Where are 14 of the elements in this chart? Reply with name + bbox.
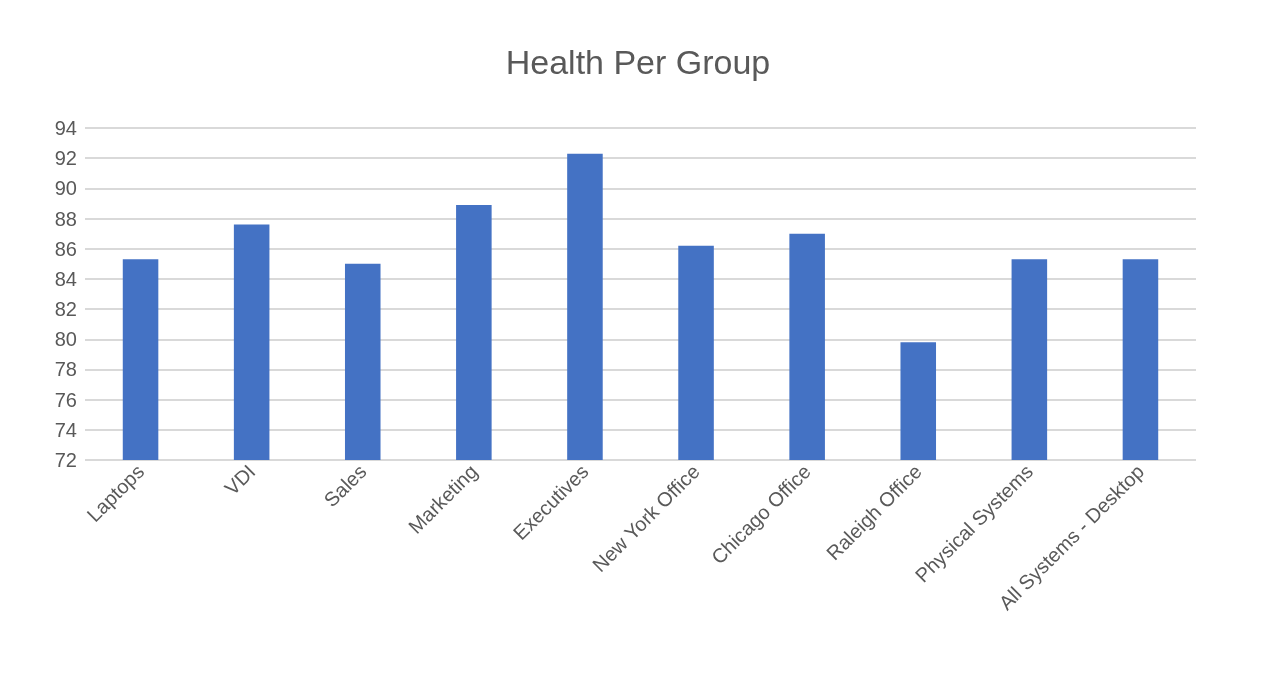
y-tick-label: 88 bbox=[54, 207, 77, 230]
y-tick-label: 86 bbox=[54, 237, 77, 260]
x-tick-label: VDI bbox=[220, 460, 260, 500]
y-tick-label: 94 bbox=[54, 117, 77, 139]
y-tick-label: 84 bbox=[54, 267, 77, 290]
y-tick-label: 76 bbox=[54, 388, 77, 411]
chart-title: Health Per Group bbox=[505, 43, 771, 81]
y-tick-label: 80 bbox=[54, 328, 77, 351]
y-tick-label: 72 bbox=[54, 449, 77, 471]
y-tick-label: 90 bbox=[54, 177, 77, 200]
y-tick-label: 78 bbox=[54, 358, 77, 381]
y-tick-label: 92 bbox=[54, 147, 77, 170]
y-tick-label: 82 bbox=[54, 298, 77, 321]
y-tick-label: 74 bbox=[54, 418, 77, 441]
